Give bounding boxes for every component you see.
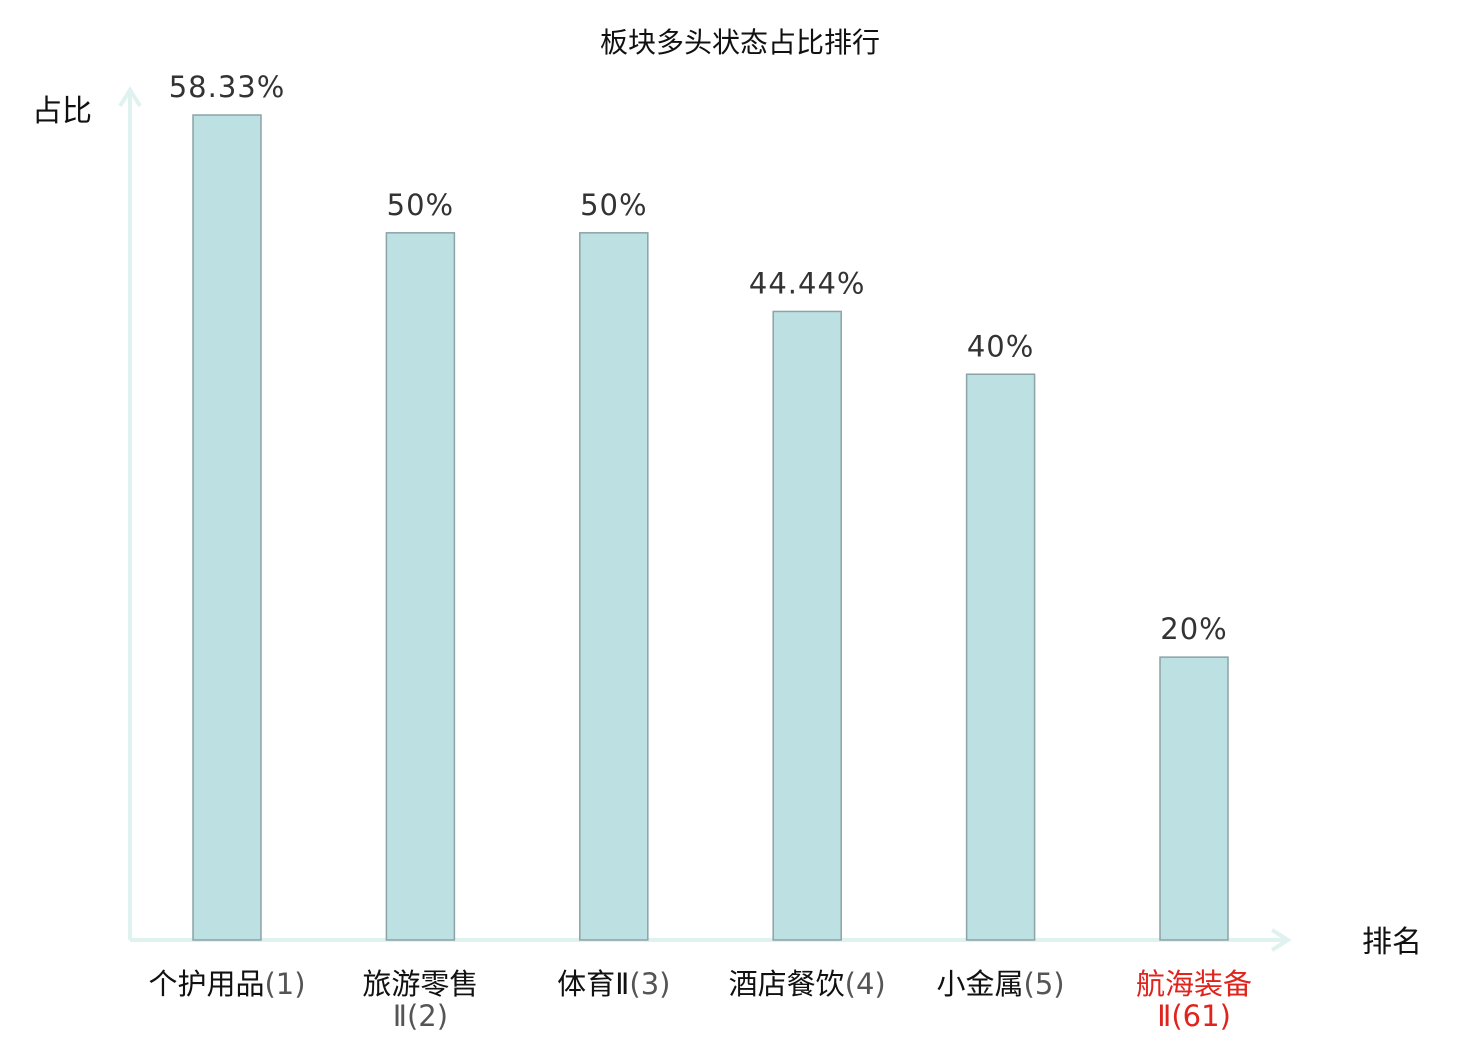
category-labels: 个护用品(1) 旅游零售 Ⅱ(2)体育Ⅱ(3) 酒店餐饮(4) 小金属(5) 航海装备 Ⅱ(… xyxy=(148,967,1252,1033)
bar xyxy=(772,310,842,941)
x-axis-arrow xyxy=(1270,928,1292,952)
category-name: 酒店餐饮 xyxy=(729,967,845,1001)
chart-title: 板块多头状态占比排行 xyxy=(600,26,880,59)
category-name: 小金属 xyxy=(937,967,1024,1001)
value-labels: 58.33% 50% 50% 44.44% 40% 20% xyxy=(169,70,1227,646)
category-rank: (5) xyxy=(1024,967,1065,1001)
category-name: 旅游零售 xyxy=(362,967,478,1001)
category-label: 小金属(5) xyxy=(937,967,1065,1001)
bar-value-label: 50% xyxy=(387,188,454,222)
bar-value-label: 50% xyxy=(580,188,647,222)
bar-value-label: 44.44% xyxy=(749,266,866,300)
category-rank: (4) xyxy=(845,967,886,1001)
y-axis-label: 占比 xyxy=(32,94,92,129)
category-label: 旅游零售 Ⅱ(2) xyxy=(362,967,478,1033)
bar xyxy=(1159,656,1229,941)
bar-value-label: 40% xyxy=(967,329,1034,363)
category-name: 航海装备 xyxy=(1136,967,1252,1001)
category-rank: (3) xyxy=(629,967,670,1001)
category-name: 体育Ⅱ xyxy=(557,967,629,1001)
bar-value-label: 58.33% xyxy=(169,70,286,104)
bar xyxy=(965,373,1036,941)
category-label: 个护用品(1) xyxy=(148,967,305,1001)
axes xyxy=(118,86,1292,952)
category-rank: (1) xyxy=(264,967,305,1001)
bar xyxy=(385,232,456,941)
category-label: 酒店餐饮(4) xyxy=(729,967,886,1001)
bar xyxy=(579,232,649,941)
category-name: 个护用品 xyxy=(148,967,264,1001)
bars xyxy=(192,114,1229,941)
bar xyxy=(192,114,262,941)
x-axis-label: 排名 xyxy=(1362,925,1422,960)
y-axis-arrow xyxy=(118,86,142,108)
category-label: 航海装备 Ⅱ(61) xyxy=(1136,967,1252,1033)
category-rank: Ⅱ(2) xyxy=(393,999,448,1033)
category-rank: Ⅱ(61) xyxy=(1157,999,1231,1033)
category-label: 体育Ⅱ(3) xyxy=(557,967,670,1001)
bar-value-label: 20% xyxy=(1160,612,1227,646)
